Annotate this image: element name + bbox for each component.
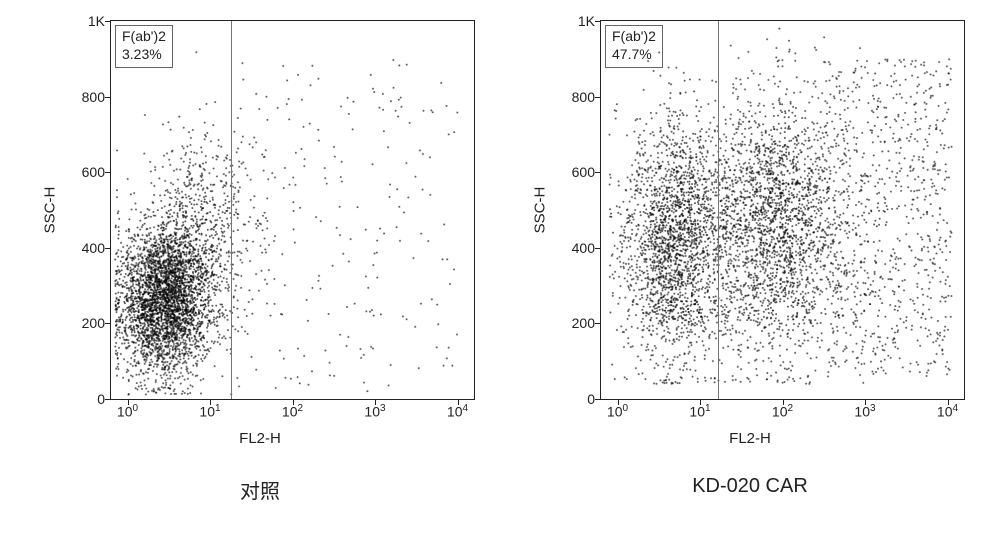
gate-vertical-line xyxy=(718,21,719,399)
gate-percent: 3.23% xyxy=(122,46,166,64)
x-tick-label: 101 xyxy=(689,399,710,420)
x-axis-label: FL2-H xyxy=(30,430,490,447)
y-tick-label: 1K xyxy=(578,13,601,29)
y-tick-label: 0 xyxy=(587,391,601,407)
flow-cytometry-figure: SSC-H F(ab')2 3.23% 02004006008001K10010… xyxy=(0,0,1000,535)
gate-title: F(ab')2 xyxy=(122,28,166,46)
y-tick-label: 1K xyxy=(88,13,111,29)
y-tick-label: 400 xyxy=(572,240,601,256)
scatter-canvas-control xyxy=(111,21,474,399)
y-axis-label: SSC-H xyxy=(42,187,59,234)
gate-info-box-control: F(ab')2 3.23% xyxy=(115,25,173,68)
y-tick-label: 400 xyxy=(82,240,111,256)
x-tick-label: 103 xyxy=(364,399,385,420)
y-axis-label: SSC-H xyxy=(532,187,549,234)
x-tick-label: 100 xyxy=(117,399,138,420)
x-tick-label: 103 xyxy=(854,399,875,420)
x-tick-label: 101 xyxy=(199,399,220,420)
y-tick-label: 200 xyxy=(82,315,111,331)
plot-frame-control: F(ab')2 3.23% 02004006008001K10010110210… xyxy=(110,20,475,400)
scatter-canvas-kd020 xyxy=(601,21,964,399)
panel-caption-kd020: KD-020 CAR xyxy=(520,475,980,498)
y-tick-label: 600 xyxy=(82,164,111,180)
x-tick-label: 102 xyxy=(772,399,793,420)
plot-frame-kd020: F(ab')2 47.7% 02004006008001K10010110210… xyxy=(600,20,965,400)
panel-control: SSC-H F(ab')2 3.23% 02004006008001K10010… xyxy=(30,10,490,530)
y-tick-label: 800 xyxy=(572,89,601,105)
gate-percent: 47.7% xyxy=(612,46,656,64)
x-axis-label: FL2-H xyxy=(520,430,980,447)
gate-vertical-line xyxy=(231,21,232,399)
y-tick-label: 600 xyxy=(572,164,601,180)
x-tick-label: 102 xyxy=(282,399,303,420)
x-tick-label: 104 xyxy=(937,399,958,420)
y-tick-label: 200 xyxy=(572,315,601,331)
y-tick-label: 0 xyxy=(97,391,111,407)
gate-title: F(ab')2 xyxy=(612,28,656,46)
gate-info-box-kd020: F(ab')2 47.7% xyxy=(605,25,663,68)
x-tick-label: 104 xyxy=(447,399,468,420)
y-tick-label: 800 xyxy=(82,89,111,105)
x-tick-label: 100 xyxy=(607,399,628,420)
panel-caption-control: 对照 xyxy=(30,475,490,504)
panel-kd020: SSC-H F(ab')2 47.7% 02004006008001K10010… xyxy=(520,10,980,530)
